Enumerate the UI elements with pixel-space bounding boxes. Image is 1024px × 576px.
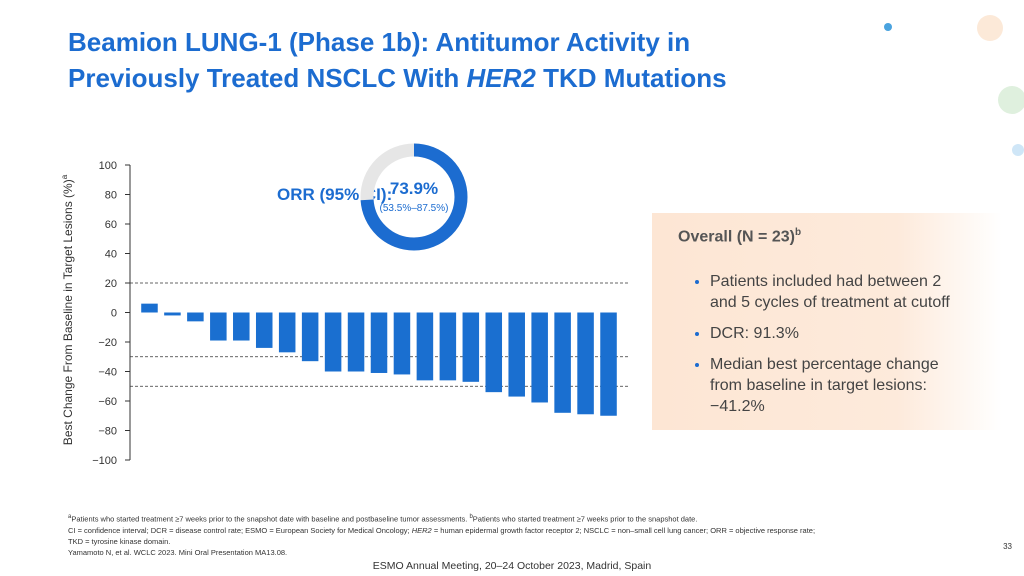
bar [233, 312, 250, 341]
y-tick-label: 0 [111, 308, 117, 320]
footnote-text: CI = confidence interval; DCR = disease … [68, 525, 410, 535]
bar [416, 312, 434, 381]
bar [164, 312, 181, 316]
y-axis-label-text: Best Change From Baseline in Target Lesi… [61, 179, 75, 445]
bar [324, 312, 342, 372]
bullet: Patients included had between 2 and 5 cy… [710, 271, 970, 313]
footnote-text: Patients who started treatment ≥7 weeks … [71, 514, 468, 524]
title-line: Beamion LUNG-1 (Phase 1b): Antitumor Act… [68, 27, 691, 57]
orr-label: ORR (95% CI): [277, 185, 392, 204]
footnote: aPatients who started treatment ≥7 weeks… [68, 512, 815, 525]
title-text: Previously Treated NSCLC With [68, 63, 460, 93]
y-tick-label: −40 [98, 367, 117, 379]
footer: ESMO Annual Meeting, 20–24 October 2023,… [372, 560, 652, 572]
y-tick-label: 100 [99, 160, 117, 172]
panel-heading-text: Overall (N = 23) [678, 228, 795, 246]
y-tick-label: −80 [98, 426, 117, 438]
orr-value: 73.9% [390, 179, 438, 198]
donut-arc [360, 143, 468, 251]
title-italic: HER2 [466, 63, 536, 93]
footnote-sup: a [68, 514, 72, 520]
footnote-sup: b [469, 514, 473, 520]
y-tick-label: −100 [92, 455, 117, 467]
footnote-text: Patients who started treatment ≥7 weeks … [472, 514, 698, 524]
title: Beamion LUNG-1 (Phase 1b): Antitumor Act… [68, 24, 727, 96]
footnote: CI = confidence interval; DCR = disease … [68, 525, 815, 536]
y-axis-label: Best Change From Baseline in Target Lesi… [60, 174, 75, 445]
panel-heading: Overall (N = 23)b [678, 227, 801, 246]
decor-dot [884, 23, 892, 31]
title-line: Previously Treated NSCLC With HER2 TKD M… [68, 60, 727, 96]
page-number: 33 [1003, 542, 1012, 551]
y-tick-label: −20 [98, 337, 117, 349]
panel-heading-sup: b [794, 227, 802, 238]
summary-panel: Overall (N = 23)b Patients included had … [652, 213, 1002, 430]
y-tick-label: 40 [105, 249, 117, 261]
footnote: TKD = tyrosine kinase domain. [68, 536, 171, 546]
bar [347, 312, 365, 372]
bar [600, 312, 617, 416]
bullet-list: Patients included had between 2 and 5 cy… [682, 271, 970, 427]
title-text: TKD Mutations [543, 63, 727, 93]
y-tick-label: −60 [98, 396, 117, 408]
bar [531, 312, 548, 403]
bar [554, 312, 571, 413]
y-axis-label-sup: a [60, 174, 69, 179]
footnote-text: = human epidermal growth factor receptor… [433, 525, 816, 535]
bar [255, 312, 273, 348]
bar [577, 312, 594, 415]
bar [278, 312, 296, 353]
y-tick-label: 60 [105, 219, 117, 231]
bullet: Median best percentage change from basel… [710, 354, 970, 417]
bar [485, 312, 503, 393]
y-tick-label: 20 [105, 278, 117, 290]
bar [462, 312, 480, 382]
decor-dot [977, 15, 1003, 41]
bullet: DCR: 91.3% [710, 323, 970, 344]
bar [370, 312, 388, 373]
footnote-italic: HER2 [411, 525, 432, 535]
bar [508, 312, 525, 397]
decor-dot [1012, 144, 1024, 156]
bar [187, 312, 204, 322]
orr-ci: (53.5%–87.5%) [380, 203, 449, 214]
decor-dot [998, 86, 1024, 114]
bar [393, 312, 411, 375]
bar [301, 312, 319, 362]
bar [439, 312, 457, 381]
footnotes: aPatients who started treatment ≥7 weeks… [68, 512, 815, 558]
y-tick-label: 80 [105, 190, 117, 202]
footnote: Yamamoto N, et al. WCLC 2023. Mini Oral … [68, 547, 288, 557]
chart: Best Change From Baseline in Target Lesi… [60, 15, 1024, 467]
bar [210, 312, 227, 341]
bar [141, 303, 158, 313]
